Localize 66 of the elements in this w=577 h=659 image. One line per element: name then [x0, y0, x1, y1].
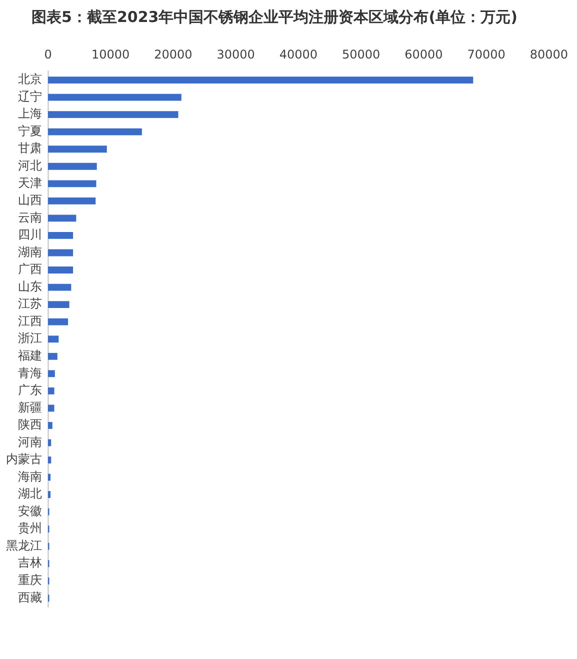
- x-tick-label: 70000: [467, 47, 506, 62]
- y-tick-label: 云南: [18, 210, 42, 224]
- bar: [48, 352, 58, 360]
- bar: [48, 76, 474, 84]
- y-tick-label: 重庆: [18, 573, 42, 588]
- y-tick-label: 甘肃: [18, 141, 42, 156]
- bar: [48, 197, 96, 204]
- bar: [48, 318, 68, 326]
- y-tick-label: 河南: [18, 434, 42, 449]
- y-tick-label: 贵州: [18, 521, 42, 536]
- bar: [48, 336, 59, 343]
- y-tick-label: 黑龙江: [6, 538, 42, 552]
- y-tick-label: 湖北: [18, 486, 42, 501]
- y-tick-label: 海南: [18, 469, 42, 484]
- bar: [48, 162, 97, 170]
- x-tick-label: 20000: [154, 47, 192, 62]
- y-tick-label: 江苏: [18, 296, 42, 311]
- y-tick-label: 广东: [18, 383, 42, 398]
- bar: [48, 180, 96, 188]
- bar: [48, 491, 51, 498]
- bar: [48, 370, 55, 378]
- bar: [48, 249, 74, 256]
- y-tick-label: 宁夏: [18, 124, 42, 138]
- bar: [48, 387, 54, 394]
- y-tick-label: 广西: [18, 262, 42, 276]
- y-tick-label: 陕西: [18, 418, 42, 432]
- y-tick-label: 吉林: [18, 556, 42, 570]
- bar: [48, 266, 74, 274]
- x-tick-label: 80000: [530, 47, 568, 62]
- y-tick-label: 山东: [18, 279, 42, 294]
- y-tick-label: 西藏: [18, 590, 42, 604]
- y-tick-label: 上海: [18, 106, 42, 121]
- x-tick-label: 60000: [404, 47, 443, 62]
- y-tick-label: 新疆: [18, 400, 42, 414]
- bar: [48, 284, 72, 291]
- y-tick-label: 江西: [18, 314, 42, 328]
- bar: [48, 474, 51, 481]
- bar: [48, 232, 74, 239]
- bar: [48, 456, 52, 464]
- y-tick-label: 浙江: [18, 331, 42, 346]
- y-tick-label: 辽宁: [18, 89, 42, 104]
- y-tick-label: 内蒙古: [6, 452, 42, 466]
- x-tick-label: 30000: [216, 47, 255, 62]
- bar: [48, 94, 182, 101]
- x-tick-label: 0: [44, 47, 52, 62]
- bar: [48, 214, 76, 222]
- y-tick-label: 北京: [18, 72, 42, 86]
- y-tick-label: 山西: [18, 193, 42, 208]
- x-tick-label: 40000: [279, 47, 318, 62]
- y-tick-label: 河北: [18, 158, 42, 173]
- bar: [48, 301, 70, 308]
- bar: [48, 128, 142, 136]
- chart-title: 图表5：截至2023年中国不锈钢企业平均注册资本区域分布(单位：万元): [32, 8, 518, 26]
- y-tick-label: 安徽: [18, 504, 42, 518]
- x-tick-label: 50000: [342, 47, 380, 62]
- x-tick-label: 10000: [92, 47, 130, 62]
- bar: [48, 111, 178, 118]
- y-tick-label: 天津: [18, 176, 42, 190]
- bar: [48, 404, 54, 412]
- y-tick-label: 四川: [18, 228, 42, 242]
- bar: [48, 146, 107, 153]
- y-tick-label: 福建: [18, 348, 42, 362]
- bar: [48, 422, 52, 429]
- y-tick-label: 青海: [18, 366, 42, 380]
- y-tick-label: 湖南: [18, 244, 42, 259]
- bar: [48, 439, 52, 446]
